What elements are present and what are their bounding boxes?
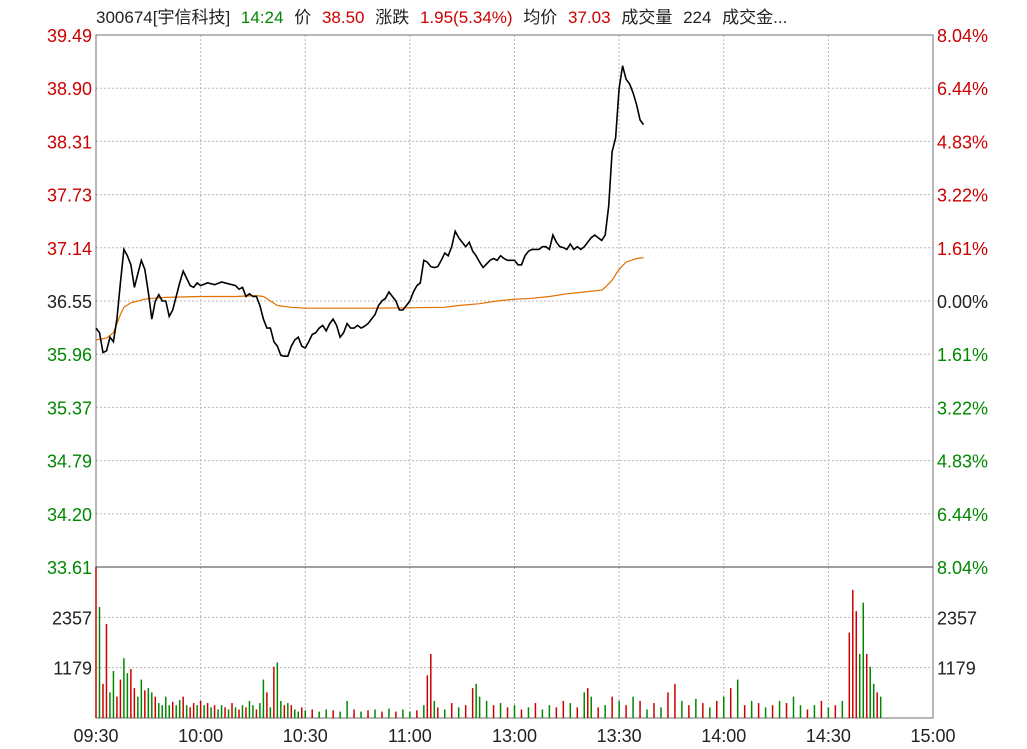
price-tick-label: 35.37 [47, 398, 92, 418]
volume-tick-label-left: 1179 [53, 659, 92, 679]
change-label: 涨跌 [375, 8, 410, 27]
volume-tick-label-left: 2357 [52, 608, 92, 628]
price-tick-label: 37.14 [47, 239, 92, 259]
time-tick-label: 13:00 [492, 726, 537, 746]
pct-tick-label: 8.04% [937, 26, 988, 46]
change-value: 1.95(5.34%) [419, 8, 513, 27]
time-tick-label: 14:00 [701, 726, 746, 746]
pct-tick-label: 3.22% [937, 186, 988, 206]
time-tick-label: 15:00 [910, 726, 955, 746]
price-tick-label: 38.90 [47, 79, 92, 99]
pct-tick-label: 4.83% [937, 452, 988, 472]
volume-value: 224 [683, 8, 712, 27]
avg-price-value: 37.03 [568, 8, 611, 27]
volume-tick-label-right: 1179 [937, 659, 976, 679]
price-value: 38.50 [321, 8, 365, 27]
time-tick-label: 10:00 [178, 726, 223, 746]
time-tick-label: 14:30 [806, 726, 851, 746]
pct-tick-label: 3.22% [937, 398, 988, 418]
pct-tick-label: 8.04% [937, 558, 988, 578]
quote-header: 300674[宇信科技] 14:24 价 38.50 涨跌 1.95(5.34%… [96, 6, 793, 30]
stock-code-name: 300674[宇信科技] [96, 8, 231, 27]
price-tick-label: 33.61 [47, 558, 92, 578]
volume-axis: 2357 2357 1179 1179 [52, 608, 977, 678]
time-tick-label: 13:30 [597, 726, 642, 746]
price-tick-label: 37.73 [47, 186, 92, 206]
price-tick-label: 34.79 [47, 452, 92, 472]
pct-axis-right: 8.04% 6.44% 4.83% 3.22% 1.61% 0.00% 1.61% 3.22%… [937, 26, 988, 578]
price-axis-left: 39.49 38.90 38.31 37.73 37.14 36.55 35.96 35.37… [47, 26, 92, 578]
price-label: 价 [294, 8, 312, 27]
price-tick-label: 36.55 [47, 292, 92, 312]
time-tick-label: 10:30 [283, 726, 328, 746]
time-tick-label: 09:30 [73, 726, 118, 746]
price-tick-label: 35.96 [47, 345, 92, 365]
pct-tick-label: 4.83% [937, 132, 988, 152]
avg-price-label: 均价 [523, 8, 558, 27]
volume-label: 成交量 [621, 8, 673, 27]
price-tick-label: 38.31 [47, 132, 92, 152]
average-price-line [95, 257, 644, 341]
quote-time: 14:24 [240, 8, 284, 27]
pct-tick-label: 1.61% [937, 345, 988, 365]
price-tick-label: 34.20 [47, 505, 92, 525]
volume-tick-label-right: 2357 [937, 608, 977, 628]
amount-label: 成交金... [722, 8, 788, 27]
pct-tick-label: 1.61% [937, 239, 988, 259]
time-tick-label: 11:00 [388, 726, 432, 746]
pct-tick-label: 0.00% [937, 292, 988, 312]
volume-bars [95, 567, 882, 718]
pct-tick-label: 6.44% [937, 505, 988, 525]
price-tick-label: 39.49 [47, 26, 92, 46]
price-line [95, 65, 645, 357]
pct-tick-label: 6.44% [937, 79, 988, 99]
time-axis: 09:30 10:00 10:30 11:00 13:00 13:30 14:00 14:30… [73, 726, 955, 746]
chart-grid [95, 34, 934, 719]
